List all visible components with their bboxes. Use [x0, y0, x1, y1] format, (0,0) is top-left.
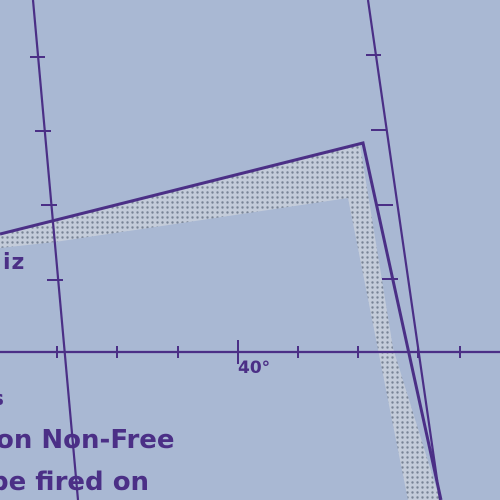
map-note-line-2: be fired on — [0, 467, 150, 497]
meridian-west-ticks — [30, 56, 63, 281]
map-note-line-1: on Non-Free — [0, 425, 175, 455]
meridian-east-ticks — [366, 54, 398, 280]
zone-boundary-line — [0, 141, 443, 500]
parallel-ticks — [56, 340, 461, 364]
hatched-zone-band — [0, 145, 440, 500]
meridian-line-east — [366, 0, 442, 500]
latitude-label: 40° — [238, 358, 271, 378]
edge-text-fragment: s — [0, 388, 4, 408]
zone-label-fragment: iz — [3, 250, 26, 275]
meridian-line-west — [31, 0, 80, 500]
